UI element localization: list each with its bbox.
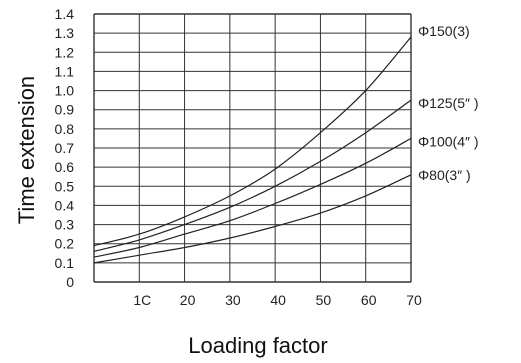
x-tick-label: 70 [406, 292, 422, 308]
series-line [93, 137, 412, 258]
series-line [93, 99, 412, 252]
x-tick-label: 50 [316, 292, 332, 308]
y-tick-label: 0.9 [55, 102, 75, 118]
y-tick-label: 1.4 [55, 6, 75, 22]
y-tick-label: 0.5 [55, 178, 75, 194]
y-tick-label: 0.7 [55, 140, 75, 156]
y-tick-label: 0.2 [55, 236, 75, 252]
y-tick-label: 0.8 [55, 121, 75, 137]
y-tick-label: 0.4 [55, 197, 75, 213]
y-tick-label: 1.0 [55, 83, 75, 99]
y-tick-labels: 0 0.1 0.2 0.3 0.4 0.5 0.6 0.7 0.8 0.9 1.0 1.1 1.2 1.3… [55, 6, 75, 290]
x-tick-label: 30 [225, 292, 241, 308]
legend-label: Φ125(5″ ) [418, 95, 478, 111]
series-line [93, 174, 412, 264]
x-tick-label: 40 [270, 292, 286, 308]
x-tick-label: 1C [133, 292, 151, 308]
grid [93, 13, 412, 283]
y-tick-label: 1.1 [55, 63, 75, 79]
series-lines [93, 36, 412, 264]
legend-label: Φ80(3″ ) [418, 167, 471, 183]
x-axis-title: Loading factor [188, 333, 327, 358]
y-tick-label: 0.6 [55, 159, 75, 175]
y-tick-label: 1.3 [55, 25, 75, 41]
legend-label: Φ150(3) [418, 23, 470, 39]
x-tick-label: 60 [361, 292, 377, 308]
legend-label: Φ100(4″ ) [418, 133, 478, 149]
x-tick-label: 20 [180, 292, 196, 308]
legend-labels: Φ150(3) Φ125(5″ ) Φ100(4″ ) Φ80(3″ ) [418, 23, 478, 183]
y-tick-label: 0.3 [55, 217, 75, 233]
y-tick-label: 0.1 [55, 255, 75, 271]
y-tick-label: 0 [66, 274, 74, 290]
series-line [93, 36, 412, 247]
x-tick-labels: 1C 20 30 40 50 60 70 [133, 292, 422, 308]
y-tick-label: 1.2 [55, 44, 75, 60]
y-axis-title: Time extension [14, 76, 39, 224]
